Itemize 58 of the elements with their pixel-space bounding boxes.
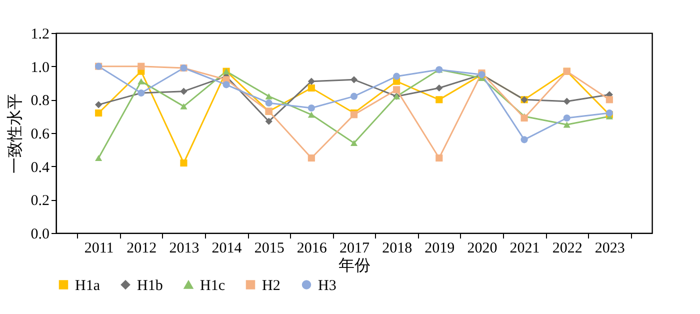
y-tick-label: 1.0 — [30, 60, 50, 76]
point — [180, 159, 188, 167]
point — [520, 114, 528, 122]
x-tick-label: 2015 — [254, 240, 284, 256]
point — [265, 99, 272, 107]
point — [265, 118, 272, 125]
legend-label: H1c — [200, 278, 226, 294]
y-tick-label: 0.8 — [30, 93, 50, 110]
x-axis-title: 年份 — [338, 258, 370, 274]
point — [308, 154, 315, 162]
x-tick-label: 2022 — [552, 240, 582, 256]
point — [308, 84, 315, 92]
x-tick-label: 2019 — [424, 240, 455, 256]
point — [563, 114, 570, 122]
point — [350, 140, 358, 146]
x-tick-label: 2014 — [212, 240, 242, 256]
point — [393, 86, 400, 94]
x-tick-label: 2020 — [467, 240, 498, 256]
point — [563, 122, 570, 128]
y-tick-label: 1.2 — [30, 26, 50, 42]
point — [222, 81, 230, 88]
x-tick-label: 2011 — [84, 240, 114, 256]
y-tick-label: 0.2 — [30, 193, 50, 210]
y-tick-label: 0.0 — [30, 226, 50, 242]
y-axis-title: 一致性水平 — [6, 94, 24, 174]
point — [308, 112, 315, 118]
point — [436, 84, 443, 92]
point — [436, 154, 443, 162]
point — [138, 78, 145, 84]
y-tick-label: 0.4 — [30, 160, 50, 176]
legend-label: H2 — [262, 278, 280, 294]
x-tick-label: 2023 — [594, 240, 625, 256]
point — [563, 98, 570, 105]
point — [350, 92, 358, 100]
point — [308, 104, 315, 112]
point — [180, 103, 188, 110]
x-tick-label: 2021 — [510, 240, 540, 256]
point — [393, 72, 400, 80]
point — [95, 154, 102, 162]
point — [436, 96, 443, 104]
point — [95, 109, 102, 117]
point — [520, 136, 528, 144]
point — [138, 62, 145, 70]
y-tick-label: 0.6 — [30, 126, 50, 142]
legend-label: H1b — [137, 278, 163, 294]
x-tick-label: 2012 — [126, 240, 157, 256]
x-tick-label: 2013 — [169, 240, 200, 256]
point — [180, 88, 188, 95]
point — [350, 76, 358, 84]
point — [606, 96, 613, 104]
legend-label: H3 — [318, 278, 336, 294]
legend-label: H1a — [75, 278, 100, 294]
point — [265, 93, 272, 100]
point — [308, 78, 315, 85]
x-tick-label: 2018 — [382, 240, 412, 256]
point — [95, 101, 102, 108]
x-tick-label: 2017 — [340, 240, 370, 256]
x-tick-label: 2016 — [296, 240, 328, 256]
